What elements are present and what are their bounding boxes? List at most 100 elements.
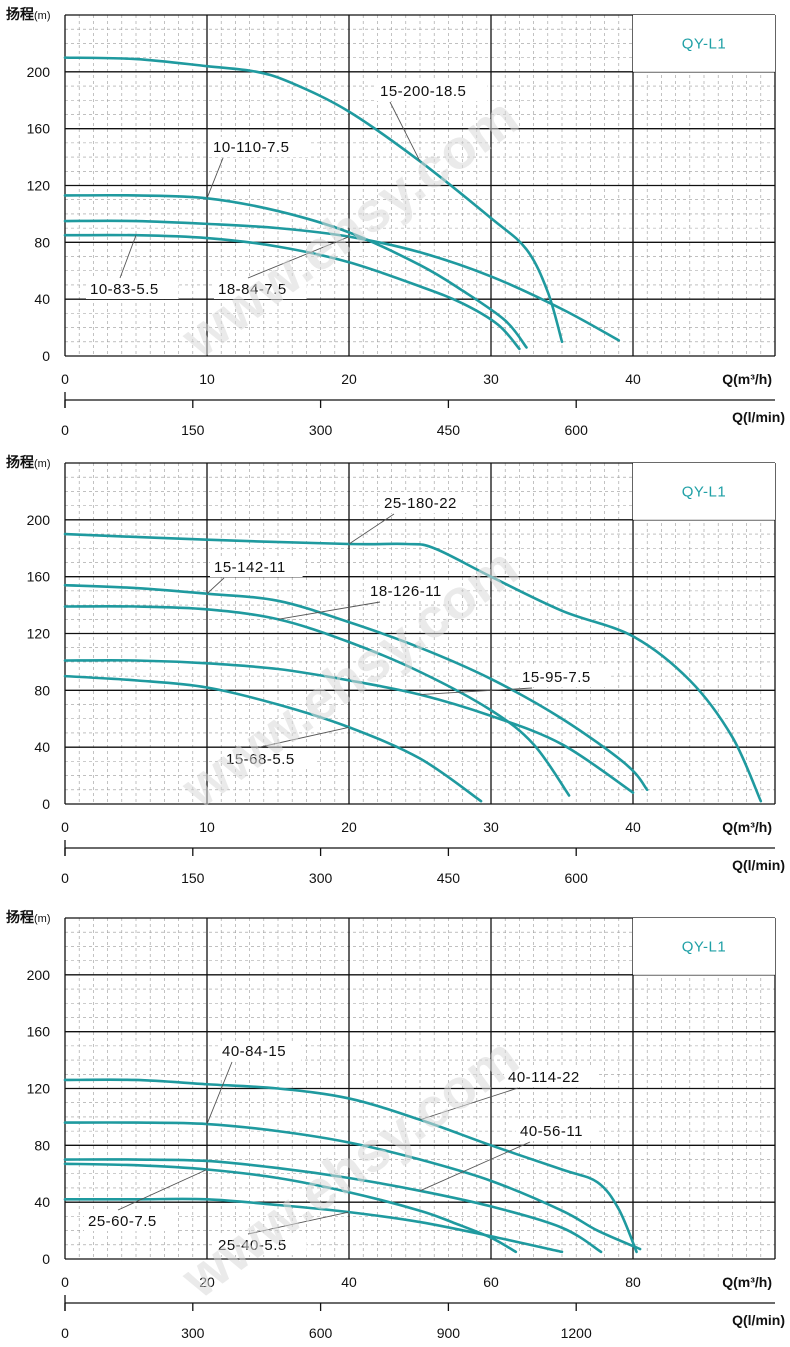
- annotation-leader: [419, 1141, 531, 1192]
- x-tick-label-m3h: 0: [61, 1274, 69, 1290]
- curve-label-15-200-18.5: 15-200-18.5: [380, 83, 466, 100]
- y-axis-title: 扬程(m): [6, 6, 51, 22]
- y-tick-label: 40: [34, 1194, 50, 1210]
- x-axis-title-lmin: Q(l/min): [732, 857, 785, 873]
- y-tick-label: 0: [42, 796, 50, 812]
- annotation-leader: [247, 1211, 350, 1235]
- curve-label-15-95-7.5: 15-95-7.5: [522, 669, 591, 686]
- pump-curve-15-142-11: [63, 583, 649, 792]
- x-axis-title-m3h: Q(m³/h): [722, 371, 772, 387]
- annotation-bg: [218, 1041, 302, 1061]
- curve-label-25-40-5.5: 25-40-5.5: [218, 1237, 287, 1254]
- x-tick-label-m3h: 40: [341, 1274, 357, 1290]
- x-tick-label-lmin: 600: [565, 870, 589, 886]
- y-tick-label: 120: [27, 626, 51, 642]
- x-axis-title-m3h: Q(m³/h): [722, 1274, 772, 1290]
- annotation-bg: [366, 581, 459, 601]
- model-tag-text: QY-L1: [682, 483, 726, 500]
- y-tick-label: 200: [27, 967, 51, 983]
- x-tick-label-m3h: 20: [341, 819, 357, 835]
- curve-label-10-110-7.5: 10-110-7.5: [213, 139, 289, 156]
- pump-curve-10-110-7.5: [63, 193, 528, 349]
- x-axis-title-m3h: Q(m³/h): [722, 819, 772, 835]
- annotation-leader: [247, 236, 350, 279]
- curve-label-10-83-5.5: 10-83-5.5: [90, 281, 159, 298]
- annotation-bg: [380, 493, 473, 513]
- pump-curve-18-126-11: [63, 604, 571, 797]
- annotation-leader: [389, 101, 421, 162]
- x-tick-label-m3h: 0: [61, 371, 69, 387]
- curve-label-15-68-5.5: 15-68-5.5: [226, 751, 295, 768]
- y-tick-label: 120: [27, 1081, 51, 1097]
- model-tag-text: QY-L1: [682, 35, 726, 52]
- curve-label-18-126-11: 18-126-11: [370, 583, 442, 600]
- curve-label-40-56-11: 40-56-11: [520, 1123, 583, 1140]
- annotation-bg: [518, 667, 611, 687]
- y-tick-label: 40: [34, 739, 50, 755]
- y-axis-title: 扬程(m): [6, 909, 51, 925]
- x-tick-label-m3h: 40: [625, 819, 641, 835]
- annotation-bg: [214, 279, 307, 299]
- x-tick-label-lmin: 150: [181, 870, 205, 886]
- x-tick-label-m3h: 0: [61, 819, 69, 835]
- pump-curve-15-200-18.5: [63, 56, 564, 344]
- annotation-bg: [86, 279, 179, 299]
- annotation-bg: [84, 1211, 177, 1231]
- x-tick-label-lmin: 0: [61, 422, 69, 438]
- annotation-leader: [119, 235, 137, 279]
- annotation-leader: [277, 601, 381, 620]
- chart-panel: 扬程(m) 0 40 80 120 160 200 0 10 20 30 40 Q(m³/h) 0 150 3…: [6, 454, 785, 886]
- annotation-bg: [214, 1235, 307, 1255]
- curve-label-15-142-11: 15-142-11: [214, 559, 286, 576]
- y-axis-title: 扬程(m): [6, 454, 51, 470]
- model-tag: QY-L1: [633, 15, 775, 72]
- x-tick-label-m3h: 30: [483, 819, 499, 835]
- annotation-bg: [222, 749, 315, 769]
- y-tick-label: 160: [27, 569, 51, 585]
- y-tick-label: 40: [34, 291, 50, 307]
- x-tick-label-lmin: 1200: [561, 1325, 592, 1341]
- y-tick-label: 160: [27, 1024, 51, 1040]
- model-tag-text: QY-L1: [682, 938, 726, 955]
- annotation-bg: [516, 1121, 600, 1141]
- y-tick-label: 120: [27, 178, 51, 194]
- annotation-leader: [419, 1087, 519, 1121]
- y-tick-label: 160: [27, 121, 51, 137]
- model-tag: QY-L1: [633, 463, 775, 520]
- y-tick-label: 0: [42, 1251, 50, 1267]
- x-tick-label-m3h: 60: [483, 1274, 499, 1290]
- x-axis-title-lmin: Q(l/min): [732, 1312, 785, 1328]
- pump-curve-25-60-7.5: [63, 1162, 518, 1254]
- y-tick-label: 80: [34, 234, 50, 250]
- chart-panel: 扬程(m) 0 40 80 120 160 200 0 20 40 60 80 Q(m³/h) 0 300 6…: [6, 909, 785, 1341]
- x-tick-label-lmin: 900: [437, 1325, 461, 1341]
- pump-curve-40-84-15: [63, 1121, 642, 1251]
- annotation-bg: [504, 1067, 597, 1087]
- x-tick-label-lmin: 150: [181, 422, 205, 438]
- annotation-leader: [348, 513, 395, 545]
- annotation-leader: [206, 577, 225, 595]
- x-tick-label-m3h: 30: [483, 371, 499, 387]
- x-tick-label-lmin: 450: [437, 422, 461, 438]
- y-tick-label: 200: [27, 64, 51, 80]
- x-tick-label-lmin: 0: [61, 870, 69, 886]
- curve-label-40-84-15: 40-84-15: [222, 1043, 286, 1060]
- curve-label-18-84-7.5: 18-84-7.5: [218, 281, 287, 298]
- annotation-leader: [206, 1061, 233, 1125]
- y-tick-label: 80: [34, 682, 50, 698]
- x-tick-label-m3h: 10: [199, 371, 215, 387]
- annotation-bg: [376, 81, 488, 101]
- x-tick-label-m3h: 10: [199, 819, 215, 835]
- annotation-leader: [419, 687, 533, 696]
- curve-label-25-60-7.5: 25-60-7.5: [88, 1213, 157, 1230]
- x-tick-label-m3h: 20: [341, 371, 357, 387]
- annotation-leader: [206, 157, 224, 199]
- x-tick-label-lmin: 600: [565, 422, 589, 438]
- y-tick-label: 80: [34, 1137, 50, 1153]
- x-tick-label-m3h: 40: [625, 371, 641, 387]
- x-tick-label-lmin: 0: [61, 1325, 69, 1341]
- curve-label-40-114-22: 40-114-22: [508, 1069, 580, 1086]
